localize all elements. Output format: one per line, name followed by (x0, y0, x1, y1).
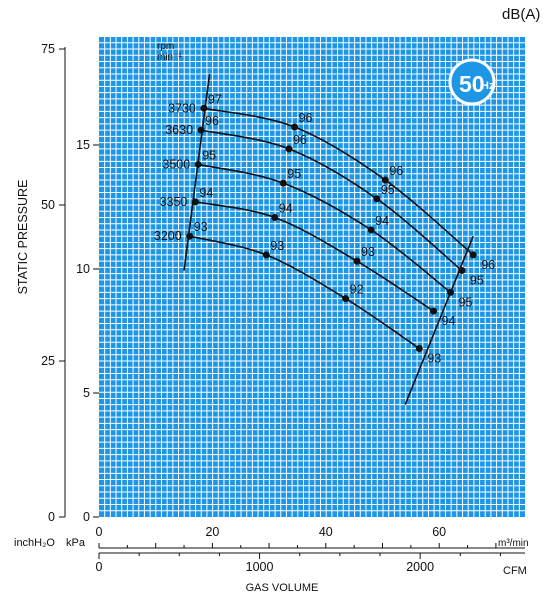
db-value-label: 96 (481, 258, 495, 272)
operating-limit-line (404, 235, 474, 405)
x-axis-title: GAS VOLUME (246, 582, 319, 593)
cfm-tick-label: 0 (96, 560, 103, 574)
y-axis-title: STATIC PRESSURE (16, 180, 30, 295)
operating-point (469, 251, 477, 259)
db-value-label: 95 (459, 295, 473, 309)
chart-labels: 9796969637309696959536309595949535009494… (154, 92, 495, 365)
rpm-value-label: 3350 (160, 195, 188, 209)
operating-point (342, 295, 350, 303)
rpm-curve-3350 (195, 201, 434, 312)
db-value-label: 94 (279, 201, 293, 215)
db-value-label: 93 (427, 352, 441, 366)
rpm-unit: min⁻¹ (157, 52, 182, 63)
db-unit-label: dB(A) (502, 6, 540, 23)
db-value-label: 95 (381, 183, 395, 197)
rpm-value-label: 3500 (162, 157, 190, 171)
operating-point (381, 176, 389, 184)
m3-tick-label: 40 (319, 525, 333, 539)
m3-tick-label: 60 (432, 525, 446, 539)
operating-point (367, 226, 375, 234)
operating-point (373, 195, 381, 203)
cfm-tick-label: 1000 (246, 560, 274, 574)
db-value-label: 95 (470, 274, 484, 288)
operating-point (271, 213, 279, 221)
kpa-tick-label: 10 (76, 262, 90, 276)
rpm-curve-3500 (198, 163, 452, 293)
operating-point (285, 145, 293, 153)
rpm-value-label: 3730 (168, 101, 196, 115)
rpm-curve-3630 (200, 129, 463, 272)
rpm-value-label: 3630 (165, 123, 193, 137)
db-value-label: 93 (270, 239, 284, 253)
db-value-label: 95 (287, 167, 301, 181)
operating-point (200, 104, 208, 112)
rpm-curve-3200 (189, 235, 420, 350)
hz-badge: 50 Hz (448, 58, 496, 106)
cfm-tick-label: 2000 (406, 560, 434, 574)
inch-tick-label: 0 (48, 510, 55, 524)
inch-tick-label: 50 (41, 198, 55, 212)
db-value-label: 92 (350, 283, 364, 297)
db-value-label: 96 (205, 114, 219, 128)
operating-point (186, 232, 194, 240)
db-value-label: 95 (202, 148, 216, 162)
db-value-label: 94 (442, 314, 456, 328)
inch-tick-label: 25 (41, 354, 55, 368)
operating-point (279, 179, 287, 187)
db-value-label: 96 (293, 133, 307, 147)
operating-point (353, 257, 361, 265)
kpa-tick-label: 15 (76, 138, 90, 152)
db-value-label: 96 (389, 164, 403, 178)
operating-point (291, 123, 299, 131)
kpa-unit: kPa (66, 537, 86, 549)
cfm-unit: CFM (503, 565, 527, 577)
m3-tick-label: 20 (205, 525, 219, 539)
inch-unit: inchH₂O (14, 537, 55, 549)
kpa-tick-label: 5 (83, 386, 90, 400)
rpm-curves (183, 73, 477, 405)
operating-point (197, 126, 205, 134)
rpm-value-label: 3200 (154, 229, 182, 243)
db-value-label: 94 (375, 214, 389, 228)
badge-number: 50 (459, 71, 485, 97)
rpm-label: rpm (157, 41, 174, 52)
kpa-tick-label: 0 (83, 510, 90, 524)
rpm-curve-3730 (203, 107, 474, 256)
operating-point (415, 345, 423, 353)
db-value-label: 96 (299, 111, 313, 125)
operating-limit-line (183, 73, 211, 271)
badge-hz: Hz (481, 80, 495, 92)
plot-background (99, 37, 525, 517)
operating-point (430, 307, 438, 315)
m3-tick-label: 0 (96, 525, 103, 539)
inch-tick-label: 75 (41, 42, 55, 56)
chart-grid (99, 37, 525, 517)
db-value-label: 97 (208, 92, 222, 106)
operating-point (262, 251, 270, 259)
db-value-label: 93 (361, 245, 375, 259)
db-value-label: 94 (199, 186, 213, 200)
db-value-label: 93 (194, 220, 208, 234)
m3-unit: m³/min (498, 538, 529, 549)
